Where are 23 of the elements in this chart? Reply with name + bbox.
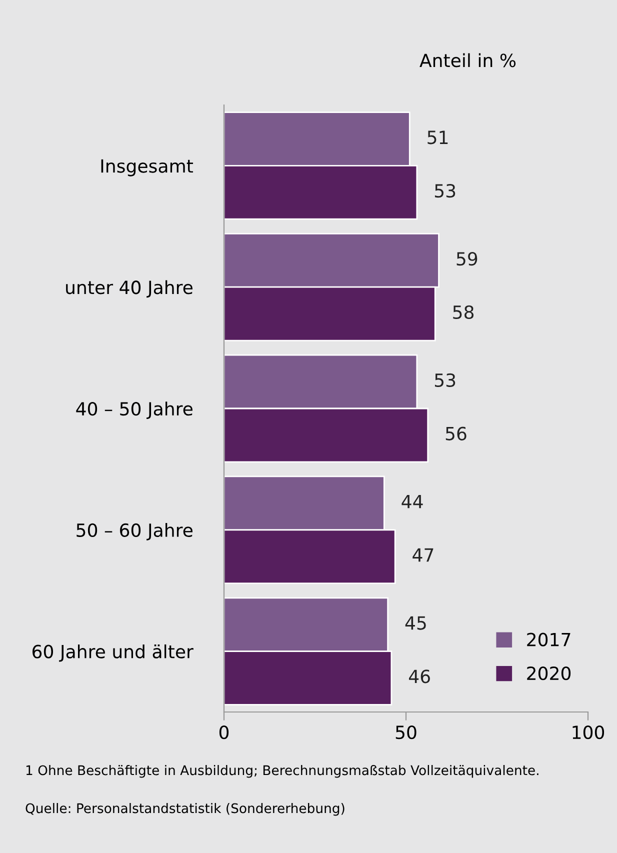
y-tick-label: unter 40 Jahre [66,280,192,298]
legend-label: 2020 [527,666,571,680]
data-label: 51 [428,130,448,144]
text: 1 Ohne Beschäftigte in Ausbildung; Berechnungsmaßstab Vollzeitäquivalente. [26,765,538,778]
y-tick-label: 50 – 60 Jahre [76,523,192,540]
y-tick-label: 60 Jahre und älter [32,644,194,662]
data-label: 56 [446,426,466,440]
legend-label: 2017 [527,632,570,646]
data-label: 53 [434,184,456,198]
source-note: Quelle: Personalstandstatistik (Sondererhebung) [26,803,344,816]
chart-title: Anteil in % [420,53,516,68]
data-label: 46 [408,670,430,684]
y-tick-label: 40 – 50 Jahre [76,402,192,419]
y-tick-label: Insgesamt [101,159,194,176]
x-tick-label: 100 [572,726,604,740]
data-label: 44 [402,495,423,508]
data-label: 58 [453,305,474,320]
x-tick-label: 50 [396,726,416,740]
data-label: 53 [434,373,456,388]
data-label: 47 [412,548,434,562]
data-label: 59 [456,252,478,266]
x-tick-label: 0 [219,726,229,740]
data-label: 45 [405,616,426,630]
